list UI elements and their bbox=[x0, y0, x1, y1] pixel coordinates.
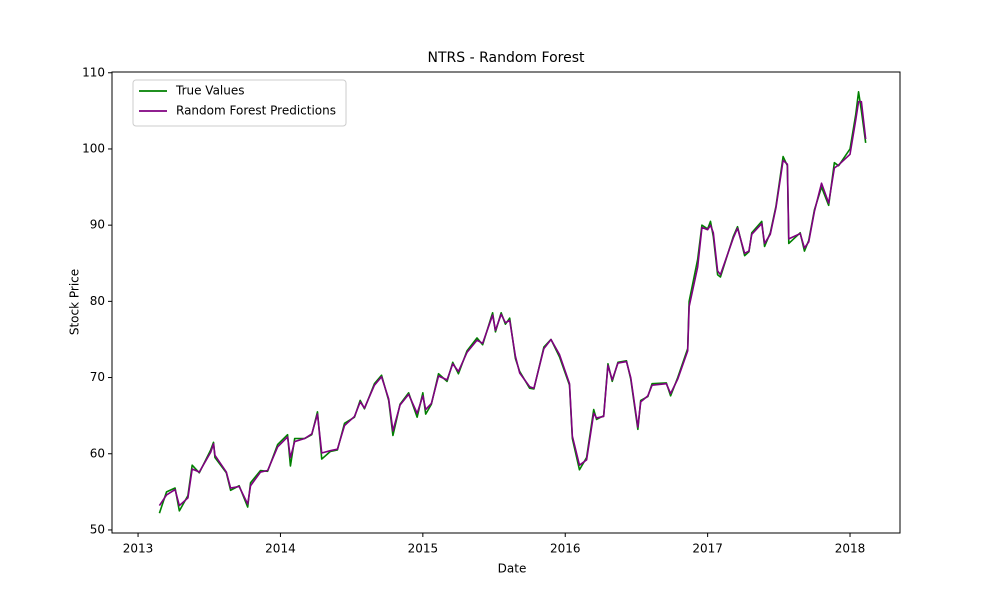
y-axis-label: Stock Price bbox=[68, 269, 82, 335]
x-tick-label: 2013 bbox=[123, 542, 154, 556]
x-tick-label: 2015 bbox=[408, 542, 439, 556]
x-tick-label: 2016 bbox=[550, 542, 581, 556]
y-tick-label: 60 bbox=[90, 446, 105, 460]
y-tick-label: 100 bbox=[82, 141, 105, 155]
x-tick-label: 2014 bbox=[265, 542, 296, 556]
x-axis-label: Date bbox=[498, 562, 527, 576]
legend-label: Random Forest Predictions bbox=[176, 104, 336, 118]
legend-label: True Values bbox=[175, 84, 245, 98]
legend-box bbox=[132, 79, 347, 127]
legend: True Values Random Forest Predictions bbox=[132, 79, 347, 127]
y-tick-label: 80 bbox=[90, 294, 105, 308]
y-tick-label: 110 bbox=[82, 65, 105, 79]
y-tick-label: 70 bbox=[90, 370, 105, 384]
plot-frame bbox=[111, 71, 901, 534]
y-tick-label: 90 bbox=[90, 218, 105, 232]
x-tick-label: 2018 bbox=[835, 542, 866, 556]
chart-title: NTRS - Random Forest bbox=[428, 50, 585, 66]
series-line bbox=[158, 100, 867, 507]
y-tick-label: 50 bbox=[90, 522, 105, 536]
x-tick-label: 2017 bbox=[692, 542, 723, 556]
